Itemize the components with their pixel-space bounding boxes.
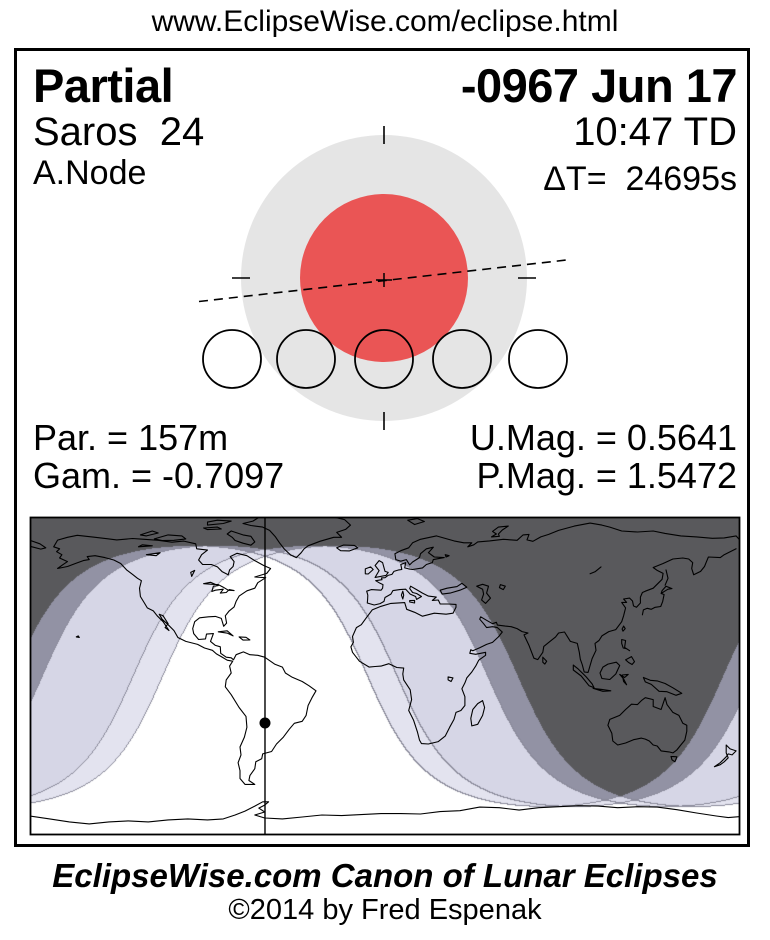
continent-outline xyxy=(542,656,548,665)
continent-outline xyxy=(203,526,222,531)
continent-outline xyxy=(439,582,468,595)
url-text: www.EclipseWise.com/eclipse.html xyxy=(151,5,619,38)
continent-outline xyxy=(137,544,153,548)
continent-outline xyxy=(619,673,629,686)
continent-outline xyxy=(641,585,673,616)
continent-outline xyxy=(572,664,595,689)
continent-outline xyxy=(190,569,196,577)
continent-outline xyxy=(226,530,256,546)
canon-title: EclipseWise.com Canon of Lunar Eclipses xyxy=(52,857,718,894)
continent-outline xyxy=(336,544,359,552)
continent-outline xyxy=(145,552,161,557)
card-frame xyxy=(14,48,750,847)
eclipse-date: -0967 Jun 17 xyxy=(460,59,738,112)
continent-outline xyxy=(621,625,626,632)
continent-outline xyxy=(621,638,631,652)
continent-outline xyxy=(435,522,739,548)
moon-position-circle xyxy=(432,329,492,389)
continent-outline xyxy=(31,540,47,550)
gamma-value: Gam. = -0.7097 xyxy=(33,455,285,496)
continent-outline xyxy=(476,583,492,604)
moon-position-circle xyxy=(508,329,568,389)
continent-outline xyxy=(153,534,187,542)
continent-outline xyxy=(203,581,235,594)
continent-outline xyxy=(670,755,678,763)
moon-position-circle xyxy=(354,329,414,389)
continent-outline xyxy=(470,700,486,727)
sub-lunar-point-dot xyxy=(259,717,271,729)
partial-duration-value: Par. = 157m xyxy=(33,417,229,458)
continent-outline xyxy=(498,584,506,591)
moon-position-circle xyxy=(276,329,336,389)
continent-outline xyxy=(589,566,602,575)
map-overlay xyxy=(31,518,739,834)
eclipse-time: 10:47 TD xyxy=(573,110,737,154)
continent-outline xyxy=(444,554,450,558)
continent-outline xyxy=(642,676,683,696)
continent-outline xyxy=(592,687,612,692)
continent-outline xyxy=(599,661,621,681)
eclipse-type-label: Partial xyxy=(33,59,174,112)
continent-outline xyxy=(607,697,688,754)
continent-outline xyxy=(31,801,739,825)
continent-outline xyxy=(139,530,159,537)
continent-outline xyxy=(490,525,509,538)
node-label: A.Node xyxy=(33,154,147,192)
continent-outline xyxy=(625,656,636,666)
continent-outline xyxy=(400,590,405,600)
continent-outline xyxy=(664,569,669,586)
penumbral-magnitude-value: P.Mag. = 1.5472 xyxy=(476,455,737,496)
continent-outline xyxy=(53,534,317,785)
continent-outline xyxy=(206,519,232,526)
continent-outline xyxy=(409,599,416,604)
continent-outline xyxy=(447,676,454,683)
continent-outline xyxy=(238,636,251,641)
continent-outline xyxy=(713,744,737,768)
umbral-magnitude-value: U.Mag. = 0.5641 xyxy=(469,417,737,458)
shadow-diagram xyxy=(198,126,572,430)
copyright-text: ©2014 by Fred Espenak xyxy=(228,894,542,926)
continent-outline xyxy=(374,560,389,578)
continent-outline xyxy=(242,518,352,559)
moon-position-circle xyxy=(202,329,262,389)
delta-t-value: ΔT= 24695s xyxy=(543,160,737,198)
continent-outline xyxy=(350,535,737,745)
map-border xyxy=(29,516,741,836)
continent-outline xyxy=(364,566,374,575)
saros-label: Saros 24 xyxy=(33,110,205,154)
continent-outline xyxy=(217,630,234,637)
continent-outline xyxy=(407,518,425,526)
continent-outline xyxy=(75,635,80,639)
